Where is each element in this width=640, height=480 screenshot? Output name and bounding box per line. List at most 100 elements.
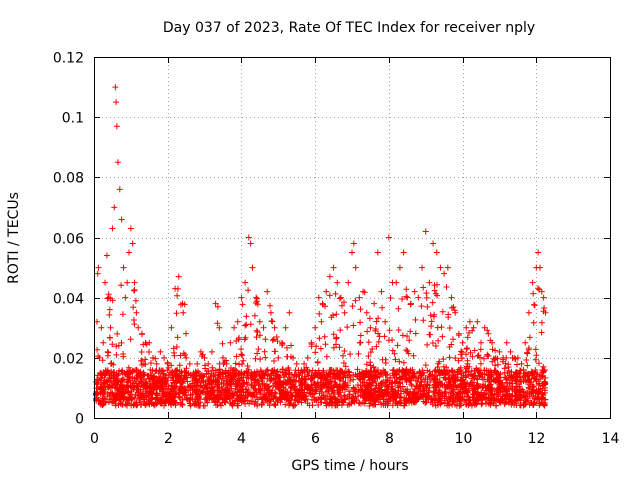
data-point	[350, 240, 357, 247]
data-point	[103, 252, 110, 259]
data-point	[404, 294, 411, 301]
data-point	[374, 249, 381, 256]
data-point	[249, 264, 256, 271]
data-point	[433, 249, 440, 256]
data-point	[363, 309, 370, 316]
y-axis-ticks: 0 0.02 0.04 0.06 0.08 0.1 0.12	[53, 51, 610, 428]
data-point	[122, 294, 129, 301]
data-point	[186, 360, 193, 367]
data-point	[503, 339, 510, 346]
y-tick-label: 0.08	[53, 171, 84, 187]
data-point	[231, 324, 238, 331]
data-point	[216, 324, 223, 331]
data-point	[168, 324, 175, 331]
data-point	[367, 324, 374, 331]
x-tick-label: 6	[311, 431, 320, 447]
data-point	[183, 354, 190, 361]
data-point	[275, 354, 282, 361]
data-point	[100, 339, 107, 346]
data-point	[131, 279, 138, 286]
data-point	[522, 339, 529, 346]
data-point	[463, 324, 470, 331]
x-tick-label: 2	[164, 431, 173, 447]
data-point	[323, 288, 330, 295]
data-point	[242, 279, 249, 286]
data-point	[127, 225, 134, 232]
data-point	[448, 294, 455, 301]
data-point	[133, 309, 140, 316]
data-point	[315, 294, 322, 301]
y-tick-label: 0.04	[53, 292, 84, 308]
data-point	[419, 264, 426, 271]
data-point	[220, 354, 226, 361]
data-point	[371, 300, 378, 307]
y-tick-label: 0.12	[53, 51, 84, 67]
data-point	[415, 294, 422, 301]
x-tick-label: 12	[528, 431, 546, 447]
data-point	[385, 234, 392, 241]
data-point	[411, 288, 418, 295]
data-point	[95, 264, 102, 271]
data-point	[396, 264, 403, 271]
data-point	[111, 204, 118, 211]
dense-points	[92, 281, 549, 409]
data-points	[92, 84, 549, 409]
y-tick-label: 0.1	[62, 111, 84, 127]
data-point	[157, 348, 164, 355]
data-point	[304, 354, 311, 361]
x-axis-label: GPS time / hours	[291, 458, 408, 474]
data-point	[161, 354, 168, 361]
data-point	[267, 309, 274, 316]
data-point	[238, 294, 245, 301]
data-point	[536, 264, 543, 271]
data-point	[212, 300, 219, 307]
x-tick-label: 0	[90, 431, 99, 447]
data-point	[474, 318, 481, 325]
y-tick-label: 0.06	[53, 232, 84, 248]
data-point	[234, 318, 241, 325]
data-point	[126, 249, 133, 256]
data-point	[459, 339, 466, 346]
data-point	[102, 279, 109, 286]
data-point	[345, 279, 352, 286]
data-point	[400, 249, 407, 256]
data-point	[247, 240, 254, 247]
data-point	[253, 294, 260, 301]
data-point	[518, 360, 525, 367]
chart-title: Day 037 of 2023, Rate Of TEC Index for r…	[163, 20, 535, 36]
data-point	[334, 279, 341, 286]
data-point	[113, 99, 120, 106]
data-point	[245, 234, 252, 241]
y-tick-label: 0	[75, 412, 84, 428]
data-point	[135, 324, 142, 331]
data-point	[481, 324, 488, 331]
data-point	[330, 264, 337, 271]
data-point	[260, 324, 267, 331]
data-point	[535, 249, 542, 256]
data-point	[271, 324, 278, 331]
data-point	[312, 324, 319, 331]
data-point	[478, 339, 484, 346]
x-axis-ticks: 0 2 4 6 8 10 12 14	[90, 57, 619, 447]
data-point	[422, 228, 429, 235]
data-point	[153, 360, 160, 367]
grid-lines	[94, 57, 610, 418]
data-point	[116, 186, 123, 193]
data-point	[352, 264, 359, 271]
data-point	[378, 288, 385, 295]
data-point	[112, 84, 119, 91]
data-point	[205, 360, 212, 367]
y-tick-label: 0.02	[53, 352, 84, 368]
data-point	[393, 279, 400, 286]
x-tick-label: 8	[385, 431, 394, 447]
data-point	[437, 264, 444, 271]
data-point	[120, 264, 127, 271]
data-point	[286, 309, 293, 316]
data-point	[256, 318, 263, 325]
data-point	[109, 225, 116, 232]
data-point	[540, 294, 547, 301]
data-point	[382, 318, 389, 325]
data-point	[175, 273, 182, 280]
data-point	[426, 279, 433, 286]
